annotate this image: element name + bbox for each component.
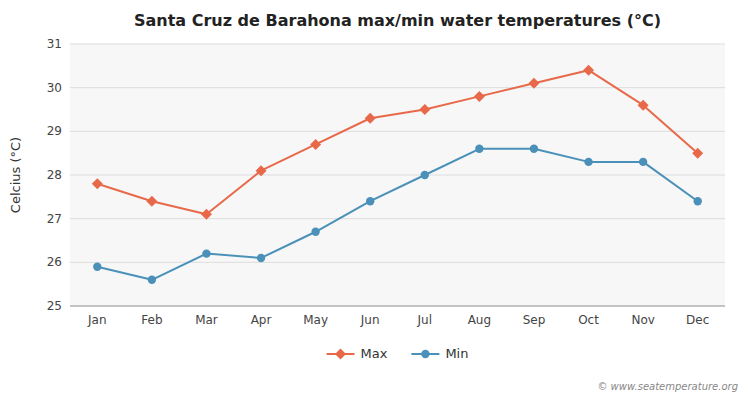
chart-svg: Santa Cruz de Barahona max/min water tem…: [0, 0, 750, 400]
annotation: © www.seatemperature.org: [597, 381, 738, 392]
point-marker: [421, 171, 429, 179]
grid-line: [70, 44, 725, 45]
grid-line: [70, 131, 725, 132]
point-marker: [148, 276, 156, 284]
point-marker: [530, 145, 538, 153]
point-marker: [310, 139, 321, 150]
y-axis-label: Celcius (°C): [8, 137, 23, 213]
point-marker: [92, 178, 103, 189]
point-marker: [366, 197, 374, 205]
chart-container: Santa Cruz de Barahona max/min water tem…: [0, 0, 750, 400]
point-marker: [365, 113, 376, 124]
y-tick-label: 29: [47, 124, 62, 138]
point-marker: [528, 78, 539, 89]
plot-background: [70, 44, 725, 306]
point-marker: [583, 65, 594, 76]
series-line: [97, 149, 697, 280]
x-tick-label: Sep: [523, 313, 546, 327]
x-tick-label: Jan: [87, 313, 107, 327]
x-tick-label: May: [303, 313, 328, 327]
point-marker: [639, 158, 647, 166]
x-tick-label: Apr: [251, 313, 272, 327]
x-tick-label: Jul: [417, 313, 432, 327]
point-marker: [584, 158, 592, 166]
series-line: [97, 70, 697, 214]
y-tick-label: 25: [47, 299, 62, 313]
grid-line: [70, 306, 725, 307]
y-tick-label: 26: [47, 255, 62, 269]
legend: Max Min: [327, 346, 469, 361]
x-tick-label: Nov: [631, 313, 654, 327]
point-marker: [146, 196, 157, 207]
grid-line: [70, 262, 725, 263]
x-tick-label: Mar: [195, 313, 218, 327]
x-tick-label: Aug: [468, 313, 491, 327]
title: Santa Cruz de Barahona max/min water tem…: [134, 11, 661, 30]
point-marker: [202, 249, 210, 257]
x-tick-label: Dec: [686, 313, 709, 327]
point-marker: [93, 263, 101, 271]
x-tick-label: Jun: [360, 313, 380, 327]
point-marker: [256, 165, 267, 176]
y-tick-label: 28: [47, 168, 62, 182]
grid-line: [70, 87, 725, 88]
legend-marker: [421, 350, 429, 358]
y-tick-label: 31: [47, 37, 62, 51]
x-axis-line: [70, 305, 725, 306]
x-tick-label: Oct: [578, 313, 599, 327]
legend-item: Max: [327, 346, 388, 361]
legend-label: Min: [445, 346, 468, 361]
y-tick-label: 30: [47, 81, 62, 95]
point-marker: [692, 148, 703, 159]
point-marker: [475, 145, 483, 153]
y-tick-label: 27: [47, 212, 62, 226]
grid: [70, 44, 725, 306]
legend-marker: [335, 349, 346, 360]
legend-item: Min: [411, 346, 468, 361]
legend-label: Max: [361, 346, 388, 361]
point-marker: [201, 209, 212, 220]
grid-line: [70, 175, 725, 176]
x-tick-label: Feb: [141, 313, 162, 327]
point-marker: [419, 104, 430, 115]
point-marker: [311, 228, 319, 236]
point-marker: [257, 254, 265, 262]
point-marker: [694, 197, 702, 205]
grid-line: [70, 218, 725, 219]
point-marker: [638, 100, 649, 111]
point-marker: [474, 91, 485, 102]
data-layer: [92, 65, 703, 284]
